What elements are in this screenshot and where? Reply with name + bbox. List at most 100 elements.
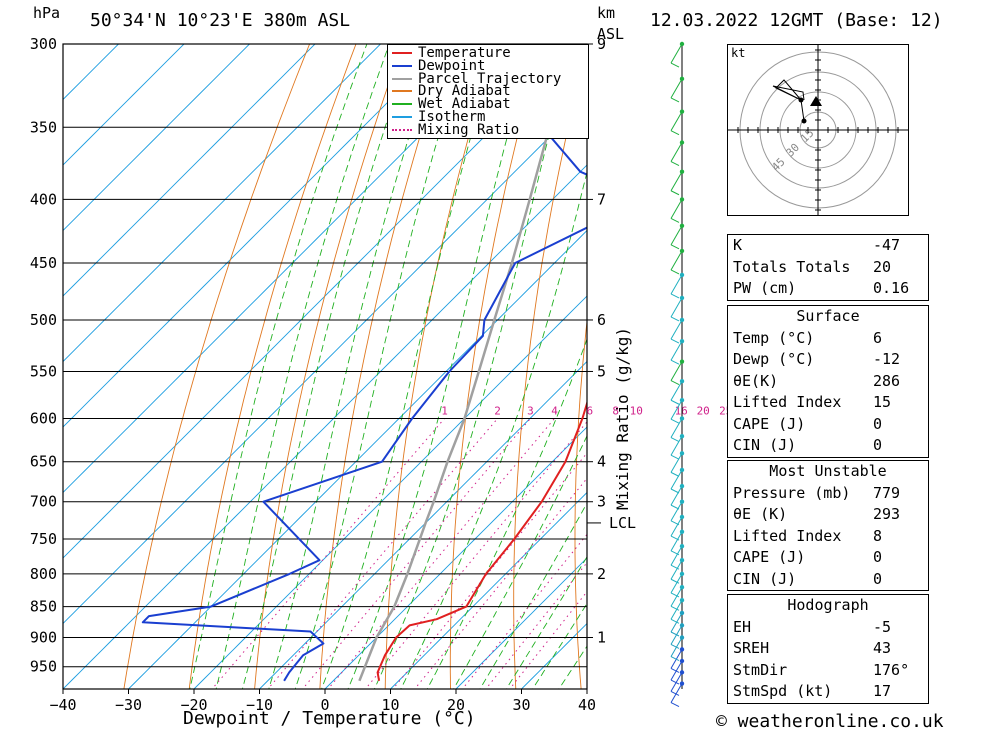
x-tick-label: 10	[381, 696, 399, 714]
wind-barb-flag	[670, 592, 680, 598]
surface-cape-value: 0	[873, 414, 883, 433]
copyright-link[interactable]: © weatheronline.co.uk	[716, 711, 944, 732]
wind-barb-shaft	[670, 225, 683, 246]
legend-swatch	[392, 103, 412, 106]
pressure-tick-label: 600	[30, 409, 57, 427]
wind-barb-flag	[670, 190, 680, 196]
wind-barb-flag	[670, 293, 680, 299]
wind-barb-flag	[670, 316, 680, 322]
wind-barb-flag	[670, 488, 680, 494]
most-unstable-table: Most Unstable Pressure (mb) 779 θE (K) 293…	[727, 460, 929, 591]
wind-barb-shaft	[670, 274, 683, 295]
surface-cin-label: CIN (J)	[733, 436, 797, 454]
hpa-axis-title: hPa	[33, 4, 61, 22]
mixing-ratio-label: 16	[675, 404, 688, 417]
wind-barb-shaft	[670, 573, 683, 594]
wind-barb-flag	[670, 97, 680, 103]
asl-axis-title: ASL	[597, 25, 625, 43]
wind-barb-shaft	[670, 78, 683, 99]
wind-barb-shaft	[670, 545, 683, 566]
isotherm-line	[258, 360, 587, 689]
surface-lifted-label: Lifted Index	[733, 393, 842, 411]
surface-thetae-value: 286	[873, 371, 901, 390]
mu-cape-value: 0	[873, 548, 883, 566]
pw-label: PW (cm)	[733, 279, 797, 297]
wind-barb-flag	[670, 578, 680, 584]
wind-barb-flag	[670, 269, 680, 275]
km-tick-label: 3	[597, 493, 606, 511]
wind-barb-dot	[679, 416, 685, 421]
wet-adiabat-line	[400, 170, 587, 689]
mu-cin-label: CIN (J)	[733, 569, 797, 588]
wind-barb-flag	[670, 454, 680, 460]
x-axis-title: Dewpoint / Temperature (°C)	[183, 708, 476, 729]
pressure-tick-label: 650	[30, 453, 57, 471]
wind-barb-dot	[679, 483, 685, 489]
wind-barb-shaft	[670, 531, 683, 552]
surface-dewp-value: -12	[873, 350, 901, 368]
wind-barb-flag	[670, 504, 680, 510]
wind-barb-shaft	[670, 435, 683, 456]
mu-thetae-value: 293	[873, 505, 901, 523]
legend-label: Mixing Ratio	[418, 121, 520, 138]
mixing-ratio-label: 8	[612, 404, 619, 417]
wind-barb-flag	[670, 471, 680, 477]
hodograph-point	[798, 97, 804, 103]
legend-label: Dewpoint	[418, 57, 486, 74]
wind-barb-shaft	[670, 453, 683, 473]
wind-barb-flag	[670, 437, 680, 442]
temperature-line	[376, 399, 587, 681]
legend-swatch	[392, 52, 412, 54]
mu-lifted-value: 8	[873, 526, 883, 545]
pressure-tick-label: 550	[30, 362, 57, 380]
legend-label: Temperature	[418, 45, 511, 61]
wind-barb-dot	[679, 338, 685, 344]
km-tick-label: 5	[597, 362, 606, 380]
eh-label: EH	[733, 617, 752, 636]
wind-barb-shaft	[670, 250, 683, 271]
lcl-label: LCL	[609, 514, 637, 532]
pw-value: 0.16	[873, 279, 910, 297]
mixing-ratio-label: 10	[630, 404, 643, 417]
pressure-tick-label: 800	[30, 565, 57, 583]
sreh-value: 43	[873, 639, 892, 657]
wind-barb-dot	[679, 272, 685, 278]
x-tick-label: −40	[49, 696, 76, 714]
mu-pressure-value: 779	[873, 483, 901, 502]
x-tick-label: −10	[246, 696, 273, 714]
pressure-tick-label: 900	[30, 629, 57, 647]
stmdir-label: StmDir	[733, 660, 788, 679]
isotherm-line	[63, 44, 251, 232]
isotherm-line	[63, 44, 185, 166]
most-unstable-title: Most Unstable	[769, 462, 887, 480]
wind-barb-shaft	[670, 43, 683, 64]
isotherm-line	[324, 426, 587, 689]
parcel-trajectory-line	[358, 44, 579, 682]
pressure-tick-label: 350	[30, 118, 57, 136]
legend-swatch	[392, 90, 412, 93]
stmdir-value: 176°	[873, 660, 910, 679]
pressure-tick-label: 300	[30, 35, 57, 53]
wet-adiabat-line	[532, 602, 587, 689]
km-tick-label: 2	[597, 565, 606, 583]
mu-cape-label: CAPE (J)	[733, 548, 806, 566]
legend-item: Wet Adiabat	[392, 97, 511, 111]
wet-adiabat-line	[268, 44, 440, 689]
pressure-tick-label: 400	[30, 190, 57, 208]
mixing-ratio-label: 2	[494, 404, 501, 417]
hodograph-table: Hodograph EH -5 SREH 43 StmDir 176° StmSpd …	[727, 594, 929, 704]
mixing-ratio-label: 3	[527, 404, 534, 417]
legend-label: Isotherm	[418, 109, 486, 125]
wet-adiabat-line	[189, 44, 368, 689]
wind-barb-shaft	[670, 672, 683, 692]
location-title: 50°34'N 10°23'E 380m ASL	[90, 10, 351, 31]
km-tick-label: 7	[597, 190, 606, 208]
wind-barb-flag	[670, 564, 680, 570]
wind-barb-flag	[670, 702, 680, 708]
km-tick-label: 9	[597, 35, 606, 53]
wind-barb-shaft	[670, 599, 683, 620]
wind-barb-flag	[670, 399, 680, 405]
wind-barb-dot	[679, 295, 685, 301]
legend-item: Isotherm	[392, 109, 486, 125]
